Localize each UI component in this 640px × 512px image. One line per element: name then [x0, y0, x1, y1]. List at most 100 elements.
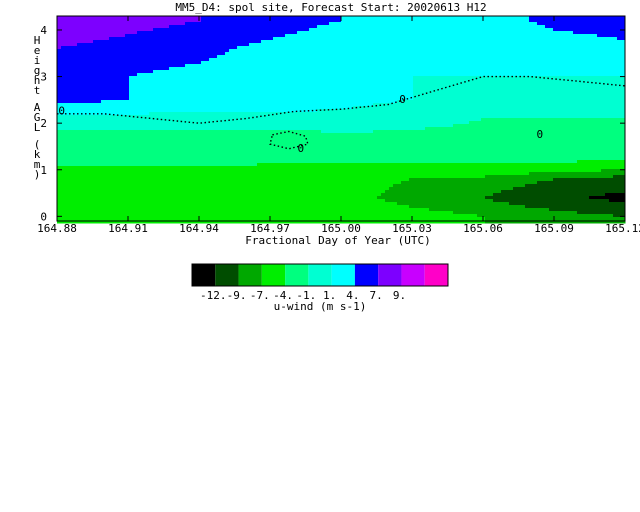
field-cell	[505, 31, 510, 35]
field-cell	[201, 25, 206, 29]
field-cell	[413, 40, 418, 44]
field-cell	[381, 49, 386, 53]
field-cell	[137, 49, 142, 53]
field-cell	[289, 40, 294, 44]
field-cell	[97, 91, 102, 95]
field-cell	[517, 16, 522, 20]
field-cell	[365, 37, 370, 41]
field-cell	[285, 43, 290, 47]
field-cell	[93, 28, 98, 32]
field-cell	[113, 94, 118, 98]
field-cell	[593, 46, 598, 50]
field-cell	[493, 37, 498, 41]
field-cell	[273, 43, 278, 47]
field-cell	[493, 19, 498, 23]
field-cell	[173, 49, 178, 53]
field-cell	[353, 88, 358, 92]
field-cell	[517, 67, 522, 71]
field-cell	[201, 49, 206, 53]
field-cell	[65, 121, 70, 125]
field-cell	[613, 115, 618, 119]
field-cell	[501, 28, 506, 32]
field-cell	[61, 91, 66, 95]
field-cell	[361, 100, 366, 104]
field-cell	[353, 55, 358, 59]
field-cell	[429, 52, 434, 56]
field-cell	[89, 82, 94, 86]
field-cell	[229, 58, 234, 62]
field-cell	[589, 118, 594, 122]
field-cell	[601, 58, 606, 62]
field-cell	[493, 79, 498, 83]
field-cell	[413, 82, 418, 86]
field-cell	[125, 106, 130, 110]
field-cell	[125, 31, 130, 35]
field-cell	[229, 37, 234, 41]
field-cell	[65, 16, 70, 20]
field-cell	[481, 46, 486, 50]
field-cell	[117, 118, 122, 122]
field-cell	[213, 19, 218, 23]
field-cell	[85, 109, 90, 113]
field-cell	[321, 43, 326, 47]
field-cell	[429, 40, 434, 44]
field-cell	[65, 103, 70, 107]
field-cell	[441, 115, 446, 119]
field-cell	[533, 109, 538, 113]
field-cell	[421, 31, 426, 35]
field-cell	[409, 22, 414, 26]
field-cell	[185, 76, 190, 80]
field-cell	[417, 115, 422, 119]
field-cell	[349, 67, 354, 71]
field-cell	[213, 37, 218, 41]
field-cell	[601, 100, 606, 104]
field-cell	[197, 49, 202, 53]
field-cell	[209, 100, 214, 104]
field-cell	[433, 118, 438, 122]
field-cell	[121, 19, 126, 23]
field-cell	[101, 88, 106, 92]
field-cell	[421, 115, 426, 119]
field-cell	[281, 43, 286, 47]
field-cell	[609, 55, 614, 59]
field-cell	[505, 79, 510, 83]
field-cell	[309, 16, 314, 20]
field-cell	[421, 58, 426, 62]
field-cell	[145, 25, 150, 29]
field-cell	[421, 85, 426, 89]
field-cell	[477, 115, 482, 119]
field-cell	[145, 58, 150, 62]
field-cell	[441, 55, 446, 59]
field-cell	[377, 73, 382, 77]
field-cell	[553, 106, 558, 110]
field-cell	[385, 115, 390, 119]
field-cell	[245, 43, 250, 47]
field-cell	[157, 115, 162, 119]
field-cell	[313, 46, 318, 50]
field-cell	[573, 88, 578, 92]
field-cell	[577, 22, 582, 26]
field-cell	[141, 97, 146, 101]
field-cell	[373, 103, 378, 107]
field-cell	[593, 76, 598, 80]
field-cell	[221, 37, 226, 41]
field-cell	[337, 106, 342, 110]
field-cell	[289, 82, 294, 86]
field-cell	[161, 40, 166, 44]
field-cell	[533, 40, 538, 44]
field-cell	[293, 76, 298, 80]
field-cell	[401, 46, 406, 50]
field-cell	[385, 22, 390, 26]
field-cell	[365, 91, 370, 95]
field-cell	[281, 100, 286, 104]
field-cell	[549, 94, 554, 98]
field-cell	[81, 19, 86, 23]
field-cell	[189, 70, 194, 74]
field-cell	[149, 76, 154, 80]
field-cell	[417, 52, 422, 56]
field-cell	[213, 67, 218, 71]
field-cell	[261, 40, 266, 44]
field-cell	[553, 109, 558, 113]
field-cell	[473, 67, 478, 71]
field-cell	[65, 55, 70, 59]
